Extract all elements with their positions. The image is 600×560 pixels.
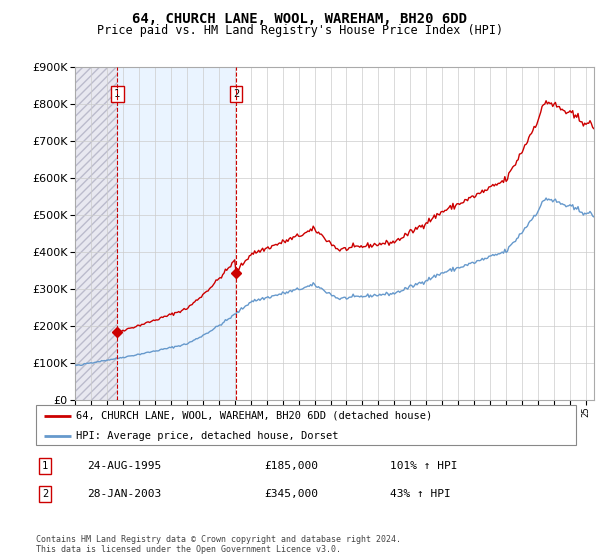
Text: HPI: Average price, detached house, Dorset: HPI: Average price, detached house, Dors… (77, 431, 339, 441)
Text: 2: 2 (233, 89, 239, 99)
Text: 1: 1 (42, 461, 48, 471)
FancyBboxPatch shape (36, 405, 576, 445)
Text: 2: 2 (42, 489, 48, 499)
Text: £185,000: £185,000 (264, 461, 318, 471)
Text: 101% ↑ HPI: 101% ↑ HPI (390, 461, 458, 471)
Text: 64, CHURCH LANE, WOOL, WAREHAM, BH20 6DD (detached house): 64, CHURCH LANE, WOOL, WAREHAM, BH20 6DD… (77, 411, 433, 421)
Text: 24-AUG-1995: 24-AUG-1995 (87, 461, 161, 471)
Text: Price paid vs. HM Land Registry's House Price Index (HPI): Price paid vs. HM Land Registry's House … (97, 24, 503, 36)
Text: Contains HM Land Registry data © Crown copyright and database right 2024.
This d: Contains HM Land Registry data © Crown c… (36, 535, 401, 554)
Text: 64, CHURCH LANE, WOOL, WAREHAM, BH20 6DD: 64, CHURCH LANE, WOOL, WAREHAM, BH20 6DD (133, 12, 467, 26)
Text: 1: 1 (114, 89, 121, 99)
Text: 28-JAN-2003: 28-JAN-2003 (87, 489, 161, 499)
Text: 43% ↑ HPI: 43% ↑ HPI (390, 489, 451, 499)
Text: £345,000: £345,000 (264, 489, 318, 499)
